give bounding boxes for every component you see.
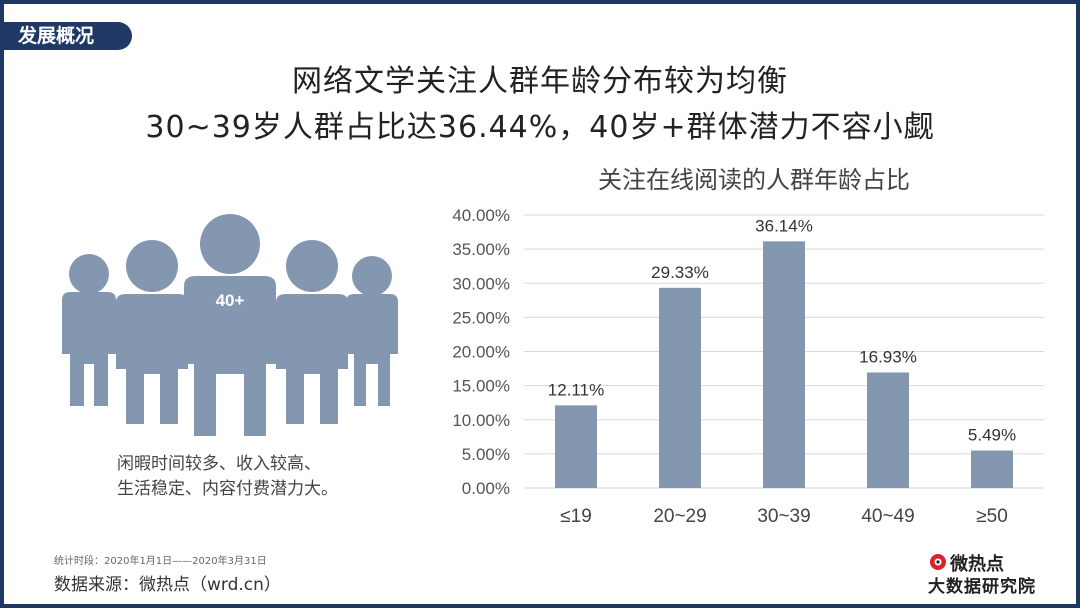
x-category-label: 40~49 xyxy=(861,506,914,527)
age-distribution-bar-chart: 关注在线阅读的人群年龄占比 0.00% 5.00% 10.00% 15.00% 20.00… xyxy=(452,167,1044,527)
bar-value-label: 5.49% xyxy=(968,426,1016,445)
y-tick-label: 5.00% xyxy=(462,445,510,464)
y-tick-label: 25.00% xyxy=(452,308,510,327)
bar-0 xyxy=(555,405,597,488)
bar-3 xyxy=(867,372,909,488)
caption-line-1: 闲暇时间较多、收入较高、 xyxy=(117,454,321,474)
person-figure-center xyxy=(184,214,276,436)
bar-value-label: 36.14% xyxy=(755,216,813,235)
person-figure-far-left xyxy=(62,254,116,406)
stat-period: 统计时段：2020年1月1日——2020年3月31日 xyxy=(54,556,267,567)
illustration-caption: 闲暇时间较多、收入较高、 生活稳定、内容付费潜力大。 xyxy=(117,452,417,502)
weiredian-logo: 微热点 大数据研究院 xyxy=(928,550,1058,597)
y-tick-label: 0.00% xyxy=(462,479,510,498)
bar-value-label: 12.11% xyxy=(548,380,604,399)
caption-line-2: 生活稳定、内容付费潜力大。 xyxy=(117,479,338,499)
people-illustration: 40+ xyxy=(62,214,398,436)
bar-value-label: 29.33% xyxy=(651,263,709,282)
title-line-1: 网络文学关注人群年龄分布较为均衡 xyxy=(292,64,788,99)
person-figure-far-right xyxy=(346,256,398,406)
y-tick-label: 20.00% xyxy=(452,343,510,362)
chart-title: 关注在线阅读的人群年龄占比 xyxy=(598,167,910,194)
logo-institute-name: 大数据研究院 xyxy=(928,577,1036,597)
person-figure-right xyxy=(276,240,348,424)
y-tick-label: 10.00% xyxy=(452,411,510,430)
x-category-label: 30~39 xyxy=(757,506,810,527)
bar-2 xyxy=(763,241,805,488)
bar-1 xyxy=(659,287,701,488)
y-tick-label: 30.00% xyxy=(452,274,510,293)
age-40-plus-label: 40+ xyxy=(216,291,245,310)
y-tick-label: 15.00% xyxy=(452,377,510,396)
x-category-label: 20~29 xyxy=(653,506,706,527)
person-figure-left xyxy=(116,240,188,424)
logo-brand-name: 微热点 xyxy=(950,554,1004,575)
x-category-label: ≥50 xyxy=(976,506,1008,527)
bar-4 xyxy=(971,450,1013,488)
y-tick-label: 40.00% xyxy=(452,206,510,225)
data-source: 数据来源：微热点（wrd.cn） xyxy=(54,575,281,595)
section-tag: 发展概况 xyxy=(4,22,132,50)
bar-value-label: 16.93% xyxy=(859,347,917,366)
logo-eye-icon xyxy=(930,554,946,570)
title-line-2: 30~39岁人群占比达36.44%，40岁+群体潜力不容小觑 xyxy=(145,110,935,145)
y-tick-label: 35.00% xyxy=(452,240,510,259)
x-category-label: ≤19 xyxy=(560,506,592,527)
